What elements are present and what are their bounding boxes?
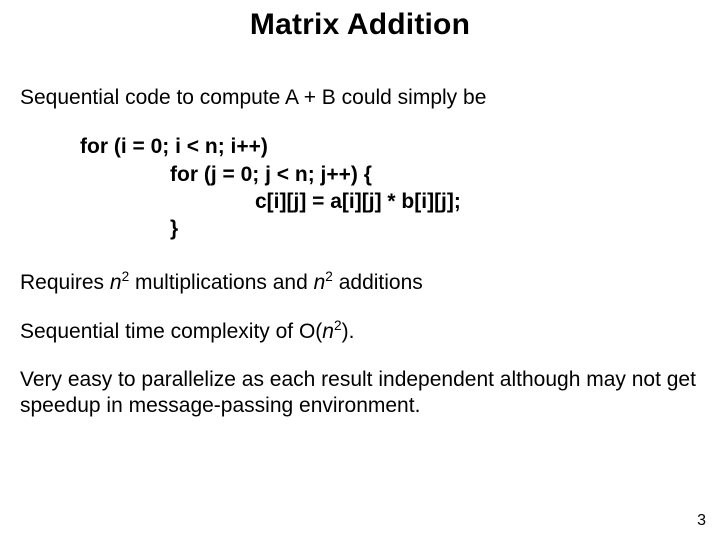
text-fragment: ). bbox=[342, 320, 355, 343]
slide-title: Matrix Addition bbox=[0, 8, 720, 42]
code-block: for (i = 0; i < n; i++) for (j = 0; j < … bbox=[80, 133, 700, 242]
code-line: } bbox=[170, 215, 700, 242]
requires-text: Requires n2 multiplications and n2 addit… bbox=[20, 270, 700, 296]
slide: Matrix Addition Sequential code to compu… bbox=[0, 0, 720, 540]
slide-body: Sequential code to compute A + B could s… bbox=[20, 85, 700, 441]
superscript: 2 bbox=[334, 318, 342, 333]
code-line: for (j = 0; j < n; j++) { bbox=[170, 161, 700, 188]
text-fragment: Sequential time complexity of O( bbox=[20, 320, 322, 343]
var-n: n bbox=[322, 320, 334, 343]
var-n: n bbox=[314, 271, 326, 294]
complexity-text: Sequential time complexity of O(n2). bbox=[20, 319, 700, 345]
code-line: for (i = 0; i < n; i++) bbox=[80, 133, 700, 160]
text-fragment: multiplications and bbox=[129, 271, 313, 294]
text-fragment: Requires bbox=[20, 271, 110, 294]
text-fragment: additions bbox=[333, 271, 423, 294]
intro-text: Sequential code to compute A + B could s… bbox=[20, 85, 700, 111]
parallel-text: Very easy to parallelize as each result … bbox=[20, 367, 700, 420]
page-number: 3 bbox=[697, 512, 706, 530]
code-line: c[i][j] = a[i][j] * b[i][j]; bbox=[255, 188, 700, 215]
var-n: n bbox=[110, 271, 122, 294]
superscript: 2 bbox=[325, 269, 333, 284]
